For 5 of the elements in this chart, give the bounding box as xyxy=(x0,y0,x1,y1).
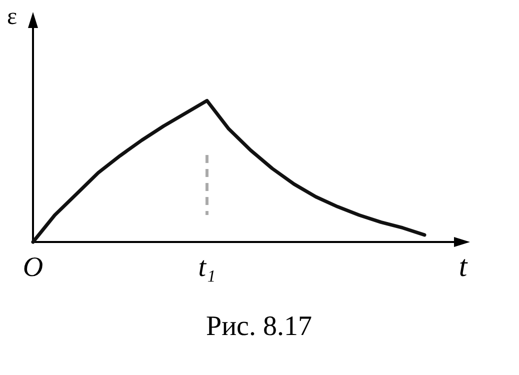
x-tick-label: t₁ xyxy=(198,252,216,283)
x-tick-label: O xyxy=(22,252,44,283)
text: Рис. 8.17 xyxy=(206,311,312,342)
x-axis-title: t xyxy=(458,250,468,283)
y-axis-title: ε xyxy=(6,4,18,30)
